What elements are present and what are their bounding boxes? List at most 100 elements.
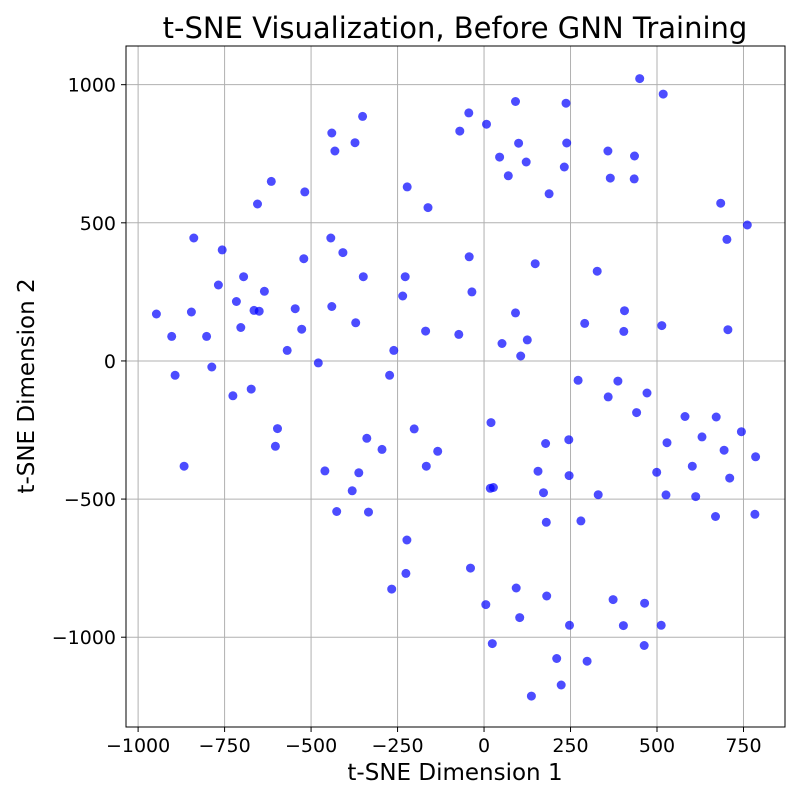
data-point: [576, 516, 586, 526]
data-point: [593, 490, 603, 500]
data-point: [273, 424, 282, 434]
data-point: [751, 452, 761, 462]
x-tick-label: −500: [285, 735, 337, 757]
data-point: [358, 272, 368, 282]
data-point: [711, 512, 720, 521]
data-point: [167, 331, 177, 341]
data-point: [561, 98, 571, 108]
data-point: [629, 174, 639, 184]
data-point: [658, 89, 668, 99]
x-tick-label: −750: [198, 735, 250, 757]
data-point: [630, 151, 639, 161]
data-point: [402, 535, 412, 545]
y-tick-label: −500: [64, 489, 116, 511]
data-point: [364, 507, 373, 517]
data-point: [179, 461, 189, 471]
data-point: [541, 517, 551, 527]
data-point: [516, 351, 526, 361]
data-point: [521, 157, 531, 167]
data-point: [564, 471, 574, 481]
data-point: [723, 325, 733, 335]
data-point: [662, 438, 672, 448]
data-point: [351, 318, 361, 328]
data-point: [722, 234, 732, 244]
data-point: [387, 584, 397, 594]
data-point: [539, 488, 548, 498]
data-point: [495, 152, 505, 162]
data-point: [228, 391, 238, 401]
data-point: [608, 595, 618, 605]
data-point: [358, 111, 368, 121]
data-point: [482, 119, 491, 129]
data-point: [620, 306, 629, 316]
data-point: [454, 329, 464, 339]
data-point: [522, 335, 532, 345]
data-point: [455, 126, 465, 136]
data-point: [541, 439, 551, 448]
data-point: [580, 318, 590, 328]
data-point: [514, 138, 524, 148]
data-point: [485, 483, 495, 493]
data-point: [464, 108, 474, 118]
data-point: [533, 466, 543, 476]
y-tick-label: 1000: [68, 75, 116, 97]
data-point: [544, 189, 554, 199]
data-point: [526, 691, 536, 701]
data-point: [652, 467, 662, 477]
data-point: [253, 199, 262, 209]
data-point: [467, 287, 477, 297]
data-point: [270, 441, 280, 451]
data-point: [297, 324, 307, 334]
x-tick-label: −1000: [106, 735, 170, 757]
data-point: [239, 272, 249, 282]
data-point: [170, 370, 180, 380]
data-point: [719, 445, 729, 455]
data-point: [486, 418, 496, 428]
data-point: [639, 641, 649, 650]
data-point: [661, 490, 671, 500]
data-point: [433, 446, 443, 456]
data-point: [385, 370, 395, 380]
data-point: [603, 392, 613, 402]
x-tick-label: −250: [371, 735, 423, 757]
data-point: [592, 266, 602, 276]
data-point: [632, 408, 642, 418]
data-point: [377, 444, 387, 454]
data-point: [423, 203, 433, 213]
data-point: [266, 176, 276, 186]
x-tick-label: 500: [639, 735, 675, 757]
data-point: [398, 291, 408, 301]
plot-frame: [125, 45, 786, 728]
data-point: [613, 376, 623, 386]
data-point: [236, 323, 246, 332]
data-point: [354, 468, 364, 478]
data-point: [259, 286, 269, 296]
data-point: [481, 600, 491, 610]
data-point: [582, 656, 592, 666]
data-point: [503, 171, 513, 181]
data-point: [559, 162, 569, 172]
data-point: [603, 146, 613, 156]
y-tick-label: 500: [80, 213, 116, 235]
x-tick-label: 250: [552, 735, 588, 757]
data-point: [511, 97, 520, 106]
data-point: [300, 187, 310, 197]
x-tick-label: 0: [478, 735, 490, 757]
data-point: [330, 146, 340, 156]
data-point: [202, 331, 212, 341]
data-point: [231, 297, 241, 306]
data-point: [487, 639, 497, 649]
data-point: [402, 182, 412, 192]
data-point: [213, 280, 223, 290]
grid: [126, 46, 785, 727]
data-point: [421, 461, 431, 471]
data-point: [327, 128, 337, 138]
data-point: [742, 220, 752, 230]
data-point: [282, 345, 292, 355]
data-point: [207, 362, 217, 372]
data-point: [320, 466, 330, 476]
data-point: [656, 620, 666, 630]
data-point: [515, 613, 525, 623]
data-point: [362, 433, 372, 443]
